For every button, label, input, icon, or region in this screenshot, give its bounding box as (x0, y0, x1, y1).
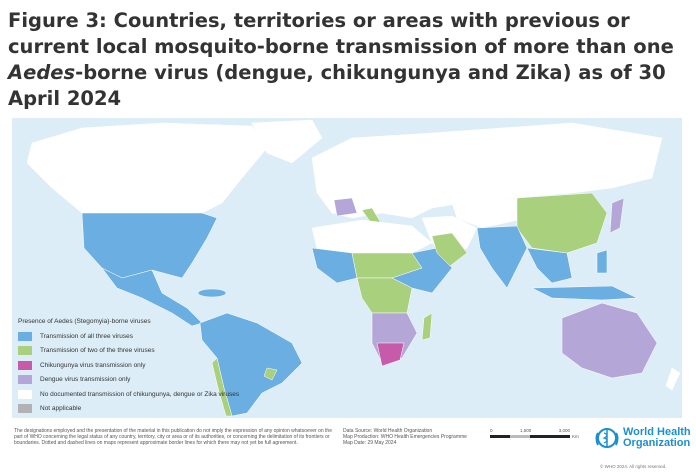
region-north-africa (311, 219, 433, 254)
region-caribbean (197, 288, 227, 298)
legend-swatch (18, 375, 32, 385)
region-japan (609, 197, 625, 234)
region-france (333, 197, 358, 217)
legend-label: Transmission of two of the three viruses (40, 347, 155, 355)
legend-label: No documented transmission of chikunguny… (40, 390, 240, 398)
who-logo: World Health Organization (594, 425, 691, 451)
region-australia (561, 302, 658, 379)
region-south-africa (376, 342, 405, 367)
world-map (12, 118, 682, 418)
region-indonesia (531, 285, 638, 301)
legend-swatch (18, 346, 32, 356)
legend-item: Chikungunya virus transmission only (18, 358, 239, 373)
title-text: Figure 3: Countries, territories or area… (8, 9, 674, 58)
scale-unit: Km (572, 434, 579, 439)
legend-item: No documented transmission of chikunguny… (18, 387, 239, 402)
legend-swatch (18, 331, 32, 341)
legend-swatch (18, 360, 32, 370)
region-philippines (596, 249, 608, 274)
legend-item: Dengue virus transmission only (18, 373, 239, 388)
scale-bar: 0 1,500 3,000 Km (490, 428, 579, 439)
figure-title: Figure 3: Countries, territories or area… (8, 8, 688, 112)
region-greenland (251, 119, 323, 164)
legend-label: Transmission of all three viruses (40, 332, 133, 340)
data-source: Data Source: World Health Organization M… (343, 428, 467, 446)
copyright: © WHO 2024. All rights reserved. (600, 464, 667, 469)
region-china (516, 192, 608, 254)
scale-segment (530, 435, 570, 438)
region-uruguay (263, 367, 278, 381)
region-central-asia (451, 197, 528, 229)
legend-item: Transmission of all three viruses (18, 329, 239, 344)
region-new-zealand (665, 367, 681, 391)
map-svg (26, 119, 681, 417)
production-line: Map Production: WHO Health Emergencies P… (343, 434, 467, 440)
legend-label: Chikungunya virus transmission only (40, 361, 146, 369)
legend-title: Presence of Aedes (Stegomyia)-borne viru… (18, 318, 151, 325)
region-west-africa (311, 247, 358, 284)
who-emblem-icon (595, 428, 619, 448)
legend-swatch (18, 389, 32, 399)
legend-item: Transmission of two of the three viruses (18, 344, 239, 359)
region-usa (81, 212, 218, 279)
scale-tick: 1,500 (519, 428, 532, 433)
legend-swatch (18, 404, 32, 414)
map-legend: Presence of Aedes (Stegomyia)-borne viru… (18, 318, 239, 416)
region-southeast-asia (526, 247, 573, 284)
who-name-line1: World Health (623, 426, 691, 438)
region-canada (26, 122, 268, 216)
title-text-end: -borne virus (dengue, chikungunya and Zi… (8, 61, 666, 110)
scale-segment (490, 435, 510, 438)
scale-tick: 0 (490, 428, 493, 433)
region-europe (311, 132, 433, 219)
map-date-line: Map Date: 29 May 2024 (343, 440, 397, 446)
legend-label: Dengue virus transmission only (40, 376, 131, 384)
disclaimer-text: The designations employed and the presen… (14, 428, 332, 447)
region-india (476, 225, 528, 289)
scale-tick: 3,000 (558, 428, 570, 433)
region-chile (211, 357, 233, 417)
source-line: Data Source: World Health Organization (343, 428, 433, 434)
region-arabia (431, 232, 468, 267)
legend-item: Not applicable (18, 402, 239, 417)
who-name-line2: Organization (623, 437, 691, 449)
scale-segment (510, 435, 530, 438)
region-madagascar (421, 312, 433, 341)
title-italic: Aedes (8, 61, 76, 84)
legend-label: Not applicable (40, 405, 82, 413)
region-russia (431, 122, 663, 209)
